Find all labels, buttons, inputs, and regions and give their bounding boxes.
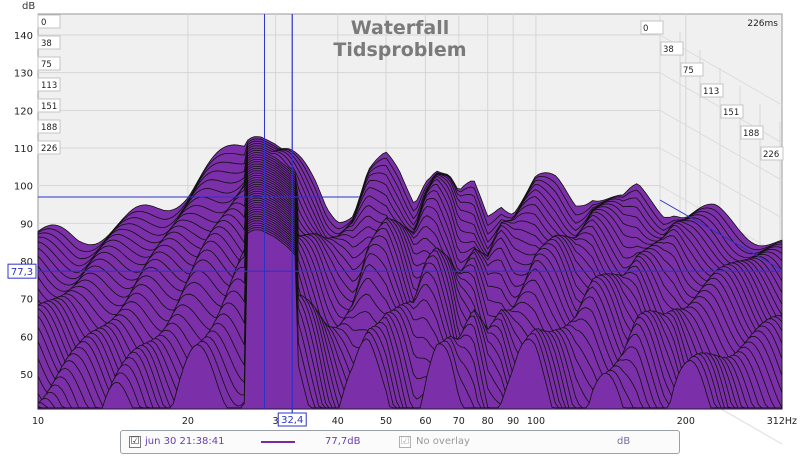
legend-bar: ☑ jun 30 21:38:41 77,7dB ☑ No overlay dB [120, 430, 680, 454]
depth-time-label: 0 [643, 24, 648, 34]
x-tick-label: 50 [380, 416, 392, 427]
depth-label-box [740, 125, 764, 140]
cursor-y-readout: 77,3 [11, 267, 33, 278]
slice-label-box [37, 140, 61, 155]
depth-time-label: 226 [763, 150, 779, 160]
cursor-depth-line [659, 199, 783, 271]
slice-label-box [37, 56, 61, 71]
y-tick-label: 60 [20, 332, 33, 343]
slice-time-label: 75 [41, 60, 52, 70]
unit-label: dB [617, 436, 631, 447]
x-tick-label: 10 [32, 416, 44, 427]
y-tick-label: 90 [20, 219, 33, 230]
y-tick-label: 70 [20, 295, 33, 306]
measurement-value: 77,7dB [325, 436, 361, 447]
x-tick-label: 60 [419, 416, 431, 427]
x-tick-label: 200 [677, 416, 695, 427]
x-tick-label: 100 [527, 416, 545, 427]
slice-label-box [37, 14, 61, 29]
y-tick-label: 120 [14, 106, 33, 117]
slice-time-label: 113 [41, 81, 57, 91]
y-tick-label: 140 [14, 31, 33, 42]
overlay-label: No overlay [416, 436, 470, 447]
x-tick-label: 312Hz [767, 416, 797, 427]
y-tick-label: 110 [14, 144, 33, 155]
y-tick-label: 130 [14, 69, 33, 80]
series-color-swatch [261, 441, 295, 443]
depth-time-label: 38 [663, 45, 674, 55]
slice-time-label: 188 [41, 123, 57, 133]
depth-label-box [700, 83, 724, 98]
cursor-x-readout-box [277, 412, 307, 427]
y-tick-label: 100 [14, 182, 33, 193]
chart-subtitle: Tidsproblem [333, 39, 466, 61]
cursor-x-readout: 32,4 [281, 415, 303, 426]
cursor[interactable] [38, 14, 783, 415]
x-tick-label: 80 [482, 416, 494, 427]
measurement-checkbox[interactable]: ☑ [129, 436, 141, 448]
x-tick-label: 70 [453, 416, 465, 427]
waterfall-slices [37, 136, 783, 410]
y-tick-label: 50 [20, 370, 33, 381]
x-tick-label: 3 [273, 416, 279, 427]
slice-time-label: 151 [41, 102, 57, 112]
time-end-label: 226ms [747, 19, 778, 29]
slice-time-label: 0 [41, 18, 46, 28]
slice-time-label: 226 [41, 144, 57, 154]
waterfall-slice [37, 229, 783, 410]
depth-label-box [760, 146, 784, 161]
axes: 140 130 120 110 100 90 80 70 60 50 10 20 3 40 50 60 70 80… [7, 14, 797, 427]
depth-time-label: 151 [723, 108, 739, 118]
y-axis-unit: dB [22, 1, 35, 12]
chart-title: Waterfall [351, 17, 450, 39]
depth-line-h [659, 109, 783, 181]
depth-label-box [640, 20, 664, 35]
depth-label-box [720, 104, 744, 119]
slice-time-label: 38 [41, 39, 52, 49]
depth-line-h [659, 147, 783, 219]
slice-label-box [37, 119, 61, 134]
depth-label-box [660, 41, 684, 56]
x-tick-label: 90 [507, 416, 519, 427]
x-tick-label: 20 [182, 416, 194, 427]
depth-label-box [680, 62, 704, 77]
overlay-checkbox[interactable]: ☑ [399, 436, 411, 448]
depth-time-label: 75 [683, 66, 694, 76]
slice-label-box [37, 98, 61, 113]
depth-time-label: 113 [703, 87, 719, 97]
slice-label-box [37, 77, 61, 92]
depth-time-label: 188 [743, 129, 759, 139]
y-tick-label: 80 [20, 257, 33, 268]
x-tick-label: 40 [332, 416, 344, 427]
slice-label-box [37, 35, 61, 50]
measurement-name[interactable]: jun 30 21:38:41 [145, 436, 225, 447]
cursor-y-readout-box [7, 263, 37, 279]
